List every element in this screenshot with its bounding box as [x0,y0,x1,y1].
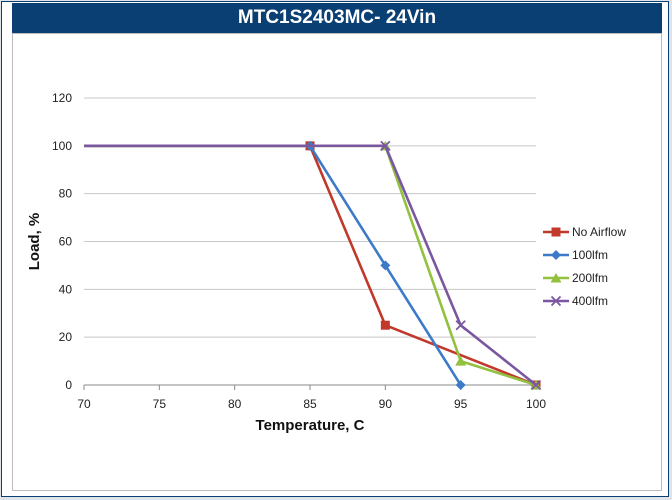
marker-square [380,320,390,330]
x-tick-label: 70 [77,397,91,411]
marker-triangle [455,356,467,366]
x-tick-label: 90 [379,397,393,411]
series-400lfm [84,140,542,391]
marker-square [551,227,561,237]
series-200lfm [84,140,542,390]
series-layer [84,140,542,391]
legend-label: 200lfm [572,271,608,285]
axes: 0 20 40 60 80 100 120 70 75 80 85 90 95 100 Temperatur… [26,91,546,434]
legend-entry: 200lfm [543,271,608,285]
legend-label: No Airflow [572,225,626,239]
series-no-airflow [84,141,541,390]
x-tick-label: 80 [228,397,242,411]
marker-x [530,379,542,391]
marker-diamond [380,260,391,271]
y-tick-label: 80 [59,187,73,201]
legend-label: 400lfm [572,294,608,308]
marker-triangle [550,273,562,283]
series-line [84,144,462,386]
y-axis-title: Load, % [26,213,43,271]
marker-x [380,140,391,151]
legend-entry: 100lfm [543,248,608,262]
x-tick-label: 85 [303,397,317,411]
x-tick-label: 95 [454,397,468,411]
x-tick-label: 75 [153,397,167,411]
plot-panel [12,33,662,491]
legend-label: 100lfm [572,248,608,262]
marker-diamond [455,380,466,390]
y-tick-label: 120 [52,91,72,105]
x-axis-title: Temperature, C [256,417,365,434]
gridlines [84,97,536,338]
series-line [84,144,537,387]
legend-entry: No Airflow [543,225,626,239]
chart-title: MTC1S2403MC- 24Vin [12,3,662,33]
marker-diamond [551,250,561,260]
legend: No Airflow 100lfm 200lfm 400lfm [543,225,626,308]
y-tick-label: 20 [59,330,73,344]
y-tick-label: 40 [59,282,73,296]
y-tick-label: 60 [59,235,73,249]
series-line [84,144,537,387]
marker-x [550,295,562,307]
legend-entry: 400lfm [543,294,608,308]
y-tick-label: 100 [52,139,72,153]
series-100lfm [84,140,466,390]
marker-x [455,320,466,331]
x-tick-label: 100 [526,397,546,411]
series-line [84,144,537,387]
y-tick-label: 0 [65,378,72,392]
